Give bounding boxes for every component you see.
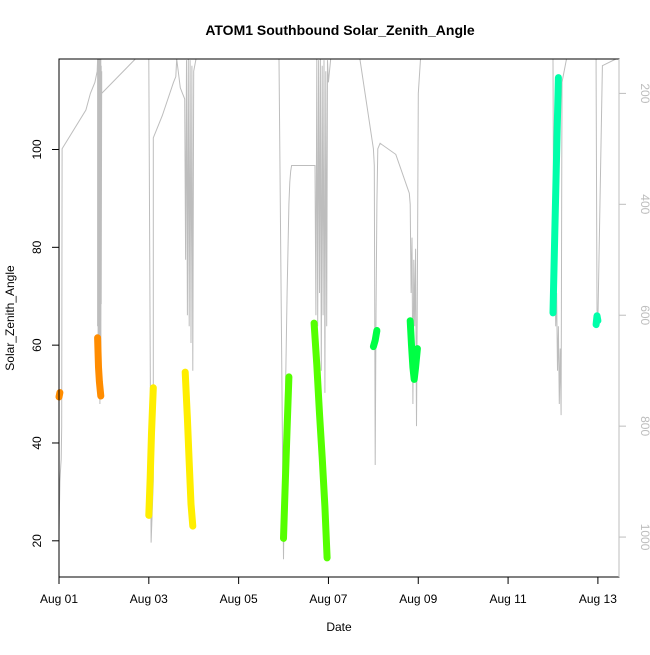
x-tick-label: Aug 07	[309, 592, 347, 606]
series-2-segment-0	[145, 384, 157, 519]
x-tick-label: Aug 09	[399, 592, 437, 606]
y2-tick-label: 400	[638, 194, 650, 214]
y2-tick-label: 200	[638, 83, 650, 103]
y-axis-label: Solar_Zenith_Angle	[3, 265, 17, 371]
series-4-segment-1	[406, 317, 421, 383]
chart-title: ATOM1 Southbound Solar_Zenith_Angle	[205, 22, 475, 38]
x-tick-label: Aug 05	[220, 592, 258, 606]
y2-tick-label: 800	[638, 416, 650, 436]
axes-layer: Aug 01 Aug 03 Aug 05 Aug 07 Aug 09 Aug 11 Aug …	[30, 58, 650, 606]
series-3-segment-1	[310, 319, 331, 562]
x-axis-label: Date	[326, 620, 352, 634]
series-4-segment-0	[369, 327, 381, 351]
altitude-trace-layer	[58, 58, 617, 560]
y-tick-label: 60	[30, 338, 44, 352]
x-tick-label: Aug 11	[489, 592, 526, 606]
y-tick-label: 100	[30, 139, 44, 159]
series-layer	[55, 74, 602, 562]
x-tick-label: Aug 03	[130, 592, 168, 606]
y-tick-label: 20	[30, 534, 44, 548]
x-tick-label: Aug 13	[579, 592, 617, 606]
altitude-trace-line	[58, 58, 617, 560]
series-5-segment-1	[592, 312, 602, 329]
y-tick-label: 40	[30, 436, 44, 450]
y2-tick-label: 1000	[638, 524, 650, 551]
series-5-segment-0	[549, 74, 562, 317]
y-tick-label: 80	[30, 240, 44, 254]
series-3-segment-0	[280, 373, 293, 542]
series-2-segment-1	[181, 368, 197, 530]
x-tick-label: Aug 01	[40, 592, 78, 606]
series-0-segment-1	[94, 334, 105, 400]
y2-tick-label: 600	[638, 305, 650, 325]
